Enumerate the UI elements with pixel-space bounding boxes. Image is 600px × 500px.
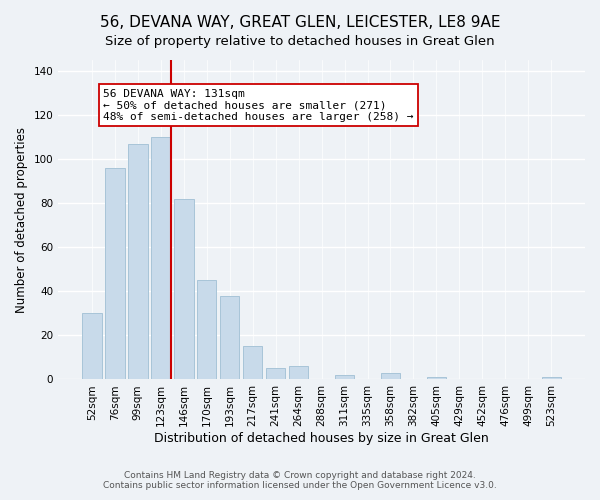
Text: Contains HM Land Registry data © Crown copyright and database right 2024.
Contai: Contains HM Land Registry data © Crown c…: [103, 470, 497, 490]
Bar: [266, 368, 286, 380]
Bar: [128, 144, 148, 380]
Text: 56, DEVANA WAY, GREAT GLEN, LEICESTER, LE8 9AE: 56, DEVANA WAY, GREAT GLEN, LEICESTER, L…: [100, 15, 500, 30]
Bar: [82, 314, 101, 380]
Bar: [427, 378, 446, 380]
X-axis label: Distribution of detached houses by size in Great Glen: Distribution of detached houses by size …: [154, 432, 489, 445]
Bar: [151, 137, 170, 380]
Y-axis label: Number of detached properties: Number of detached properties: [15, 126, 28, 312]
Bar: [542, 378, 561, 380]
Bar: [197, 280, 217, 380]
Bar: [105, 168, 125, 380]
Bar: [243, 346, 262, 380]
Bar: [289, 366, 308, 380]
Bar: [335, 375, 355, 380]
Text: 56 DEVANA WAY: 131sqm
← 50% of detached houses are smaller (271)
48% of semi-det: 56 DEVANA WAY: 131sqm ← 50% of detached …: [103, 88, 414, 122]
Bar: [381, 373, 400, 380]
Bar: [220, 296, 239, 380]
Text: Size of property relative to detached houses in Great Glen: Size of property relative to detached ho…: [105, 35, 495, 48]
Bar: [174, 199, 194, 380]
